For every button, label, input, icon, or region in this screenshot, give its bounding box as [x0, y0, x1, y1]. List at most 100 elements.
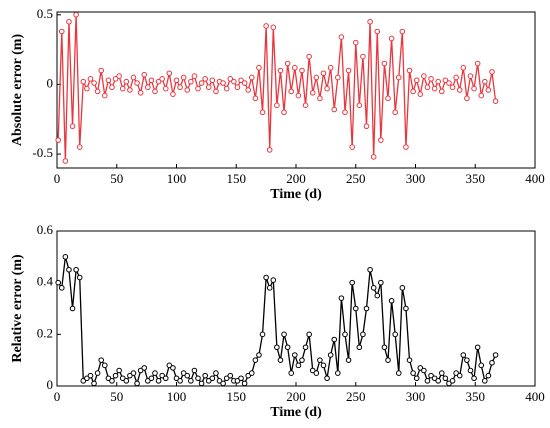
data-point	[277, 357, 284, 363]
data-point	[381, 344, 388, 351]
data-point	[295, 362, 302, 369]
data-point	[87, 76, 94, 82]
data-point	[428, 76, 434, 82]
data-point	[324, 375, 330, 382]
data-point	[234, 84, 241, 91]
data-point	[205, 378, 212, 384]
data-point	[424, 84, 431, 91]
data-point	[292, 352, 298, 358]
data-point	[363, 123, 370, 130]
data-point	[256, 64, 262, 71]
data-point	[130, 74, 137, 81]
data-point	[137, 89, 144, 96]
y-tick-label: 0.2	[37, 325, 53, 340]
data-point	[234, 378, 241, 384]
data-point	[141, 71, 148, 78]
data-point	[438, 88, 445, 95]
data-point	[256, 352, 262, 358]
data-point	[188, 378, 194, 384]
x-tick-label: 50	[110, 171, 123, 186]
data-point	[223, 85, 230, 92]
y-tick-label: -0.5	[32, 145, 53, 160]
x-tick-label: 350	[466, 171, 486, 186]
data-point	[159, 76, 165, 82]
data-point	[184, 87, 191, 93]
data-point	[482, 378, 488, 384]
data-point	[231, 78, 237, 85]
x-tick-label: 350	[466, 389, 486, 404]
data-point	[245, 372, 251, 379]
data-point	[320, 362, 327, 369]
data-point	[489, 69, 495, 75]
data-point	[374, 28, 381, 35]
y-axis-label: Absolute error (m)	[10, 34, 25, 147]
data-point	[421, 367, 427, 374]
data-point	[263, 23, 269, 29]
data-point	[227, 372, 234, 379]
data-point	[73, 266, 79, 273]
data-point	[94, 88, 101, 95]
data-point	[467, 73, 474, 79]
data-point	[84, 375, 90, 382]
data-point	[374, 292, 381, 299]
data-point	[478, 92, 485, 99]
data-point	[446, 80, 452, 86]
data-point	[395, 74, 402, 81]
data-point	[370, 154, 377, 160]
data-point	[453, 74, 459, 81]
data-point	[109, 378, 115, 384]
data-point	[66, 18, 72, 25]
data-point	[180, 370, 187, 376]
data-point	[248, 74, 255, 81]
data-point	[392, 109, 398, 116]
data-point	[134, 380, 140, 387]
data-point	[482, 78, 488, 85]
data-point	[410, 88, 416, 95]
data-point	[152, 88, 158, 95]
data-point	[155, 378, 162, 384]
data-point	[213, 88, 219, 95]
data-point	[159, 372, 165, 379]
data-point	[127, 372, 133, 379]
data-point	[184, 372, 191, 379]
x-tick-label: 150	[227, 389, 247, 404]
data-point	[270, 24, 277, 31]
data-point	[105, 375, 112, 382]
data-point	[55, 137, 61, 143]
data-point	[166, 70, 173, 77]
data-point	[464, 95, 470, 102]
data-point	[84, 85, 90, 92]
data-point	[356, 344, 363, 351]
data-point	[360, 331, 366, 338]
x-tick-label: 300	[406, 389, 426, 404]
data-point	[385, 95, 391, 102]
data-point	[116, 367, 122, 374]
data-point	[248, 370, 255, 376]
data-point	[284, 60, 291, 67]
data-point	[446, 380, 452, 387]
data-point	[417, 91, 424, 97]
y-tick-label: 0.6	[37, 222, 54, 237]
data-point	[442, 77, 449, 84]
data-point	[198, 80, 205, 86]
data-point	[292, 64, 298, 71]
data-point	[109, 84, 115, 91]
data-point	[327, 64, 334, 71]
data-point	[284, 344, 291, 351]
data-point	[474, 344, 481, 351]
data-point	[331, 336, 338, 343]
data-point	[309, 89, 316, 96]
data-point	[410, 370, 416, 376]
data-point	[58, 28, 65, 35]
data-point	[431, 85, 438, 92]
data-point	[102, 92, 108, 99]
data-point	[274, 102, 280, 109]
data-point	[349, 144, 355, 150]
data-point	[363, 305, 370, 312]
data-point	[403, 144, 409, 150]
data-point	[91, 380, 97, 387]
data-point	[338, 34, 345, 40]
data-point	[281, 109, 287, 116]
data-point	[378, 279, 384, 286]
data-point	[442, 375, 449, 382]
